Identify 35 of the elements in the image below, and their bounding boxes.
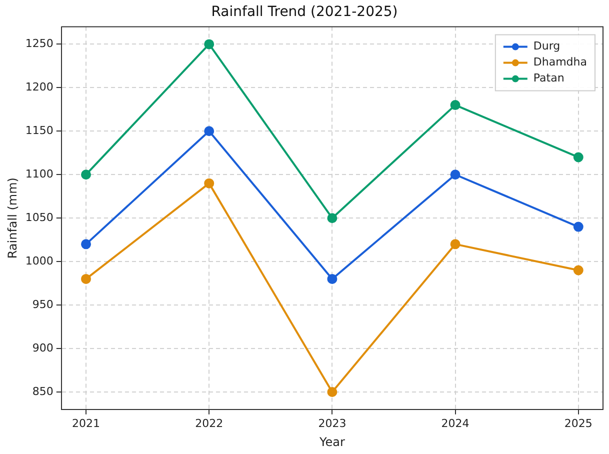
x-axis-title: Year [318,434,345,449]
y-tick-label: 850 [32,384,54,398]
y-tick-label: 1000 [25,254,54,268]
point [573,265,584,276]
point [204,39,214,50]
point [81,274,92,284]
point [81,170,92,180]
y-tick-label: 1050 [25,210,54,224]
y-tick-label: 1200 [25,80,54,94]
point [81,239,92,250]
legend-label: Dhamdha [533,56,587,69]
x-tick-label: 2022 [195,416,224,430]
point [204,126,214,136]
x-tick-label: 2025 [564,416,592,430]
point [450,170,460,180]
x-tick-label: 2021 [72,416,100,430]
legend-label: Patan [533,72,564,85]
legend-label: Durg [533,40,560,53]
point [450,100,460,110]
y-tick-label: 950 [32,298,54,311]
y-tick-label: 900 [32,341,54,354]
x-tick-label: 2023 [318,416,346,430]
chart-title: Rainfall Trend (2021-2025) [211,4,398,20]
point [327,387,338,398]
y-tick-label: 1100 [25,167,54,180]
point [573,222,584,232]
y-tick-label: 1150 [25,124,54,138]
point [327,213,338,224]
y-tick-label: 1250 [25,37,54,50]
x-tick-label: 2024 [441,416,470,430]
point [327,274,338,284]
point [204,178,214,188]
y-axis-title: Rainfall (mm) [5,178,20,259]
point [573,152,584,162]
point [450,239,460,250]
